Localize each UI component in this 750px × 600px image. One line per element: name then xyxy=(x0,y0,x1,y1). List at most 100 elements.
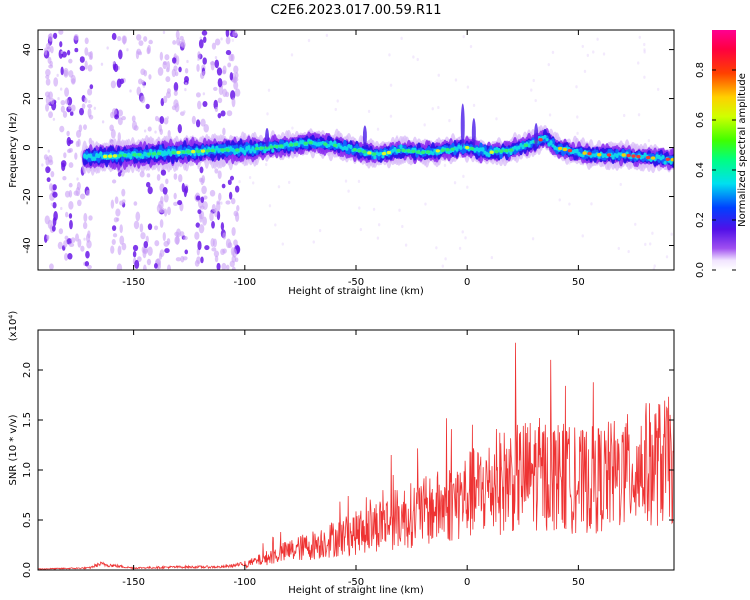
heatmap-cell xyxy=(159,128,163,135)
heatmap-cell xyxy=(531,237,535,241)
heatmap-cell xyxy=(85,189,91,197)
heatmap-cell xyxy=(202,57,207,65)
heatmap-cell xyxy=(332,143,338,148)
heatmap-cell xyxy=(404,243,408,247)
heatmap-cell xyxy=(63,240,68,248)
heatmap-cell xyxy=(119,78,125,85)
snr-y-tick-label: 2.0 xyxy=(22,362,33,378)
heatmap-cell xyxy=(191,149,196,154)
snr-y-tick-label: 0.5 xyxy=(22,512,33,528)
heatmap-cell xyxy=(186,59,189,64)
heatmap-cell xyxy=(636,154,641,159)
heatmap-cell xyxy=(65,98,69,105)
heatmap-cell xyxy=(73,190,79,196)
heatmap-cell xyxy=(357,179,361,183)
heatmap-cell xyxy=(60,100,66,106)
heatmap-cell xyxy=(198,39,204,49)
heatmap-cell xyxy=(229,260,235,268)
heatmap-cell xyxy=(461,230,464,234)
heatmap-cell xyxy=(227,179,232,186)
heatmap-cell xyxy=(88,114,94,120)
heatmap-cell xyxy=(581,44,584,49)
heatmap-cell xyxy=(52,201,57,209)
heatmap-cell xyxy=(226,110,233,117)
heatmap-cell xyxy=(173,173,178,180)
heatmap-cell xyxy=(83,237,86,241)
heatmap-cell xyxy=(56,73,59,77)
heatmap-cell xyxy=(517,145,521,150)
heatmap-cell xyxy=(49,60,53,67)
heatmap-cell xyxy=(631,154,636,158)
heatmap-cell xyxy=(50,170,55,178)
heatmap-cell xyxy=(138,40,144,46)
heatmap-cell xyxy=(431,107,434,111)
heatmap-cell xyxy=(269,145,274,149)
heatmap-cell xyxy=(336,99,339,103)
heatmap-cell xyxy=(68,213,73,219)
heatmap-cell xyxy=(159,219,164,228)
heatmap-cell xyxy=(171,150,176,155)
heatmap-cell xyxy=(58,228,64,235)
heatmap-cell xyxy=(406,149,411,153)
heatmap-cell xyxy=(344,179,348,183)
snr-y-tick-label: 1.0 xyxy=(22,462,33,478)
heatmap-cell xyxy=(202,36,207,44)
heatmap-cell xyxy=(217,77,223,88)
heatmap-cell xyxy=(225,238,232,249)
heatmap-cell xyxy=(308,141,313,145)
heatmap-cell xyxy=(220,248,225,256)
heatmap-cell xyxy=(115,208,121,217)
heatmap-cell xyxy=(200,149,206,153)
heatmap-cell xyxy=(119,224,123,234)
heatmap-cell xyxy=(233,77,239,82)
heatmap-cell xyxy=(214,106,219,113)
heatmap-cell xyxy=(184,88,187,92)
heatmap-cell xyxy=(534,98,537,103)
heatmap-cell xyxy=(389,83,393,87)
spectrogram-y-tick-label: 0 xyxy=(22,144,33,150)
heatmap-cell xyxy=(68,70,74,78)
heatmap-cell xyxy=(45,78,51,86)
snr-line-area xyxy=(38,342,674,570)
heatmap-cell xyxy=(79,107,85,116)
heatmap-cell xyxy=(389,114,393,118)
heatmap-cell xyxy=(221,80,228,86)
heatmap-cell xyxy=(548,113,552,117)
heatmap-cell xyxy=(195,92,201,98)
heatmap-cell xyxy=(381,155,385,159)
heatmap-cell xyxy=(117,245,122,256)
heatmap-cell xyxy=(464,145,470,150)
heatmap-cell xyxy=(76,182,81,191)
snr-y-tick-label: 1.5 xyxy=(22,412,33,428)
heatmap-cell xyxy=(222,232,227,240)
spectrogram-y-tick-label: 40 xyxy=(22,43,33,56)
heatmap-cell xyxy=(174,102,180,113)
heatmap-cell xyxy=(197,100,202,110)
heatmap-cell xyxy=(89,84,94,90)
heatmap-cell xyxy=(135,211,141,222)
heatmap-cell xyxy=(230,53,235,62)
heatmap-cell xyxy=(225,30,230,38)
spectrogram-y-tick-label: -20 xyxy=(22,188,33,204)
heatmap-cell xyxy=(236,205,240,212)
heatmap-cell xyxy=(277,185,281,189)
heatmap-cell xyxy=(121,242,127,251)
heatmap-cell xyxy=(634,222,637,226)
heatmap-cell xyxy=(166,264,172,270)
heatmap-cell xyxy=(75,140,80,148)
heatmap-cell xyxy=(416,57,419,62)
heatmap-cell xyxy=(412,55,415,59)
heatmap-cell xyxy=(352,148,357,152)
heatmap-cell xyxy=(213,250,220,258)
heatmap-cell xyxy=(93,106,97,110)
heatmap-cell xyxy=(57,241,63,250)
heatmap-cell xyxy=(45,166,51,174)
heatmap-cell xyxy=(216,262,221,270)
heatmap-cell xyxy=(377,223,381,227)
heatmap-cell xyxy=(267,88,271,92)
heatmap-cell xyxy=(362,125,367,148)
heatmap-cell xyxy=(334,107,337,112)
colorbar-tick-label: 0.0 xyxy=(695,262,706,278)
heatmap-cell xyxy=(195,119,201,128)
heatmap-cell xyxy=(551,50,555,54)
